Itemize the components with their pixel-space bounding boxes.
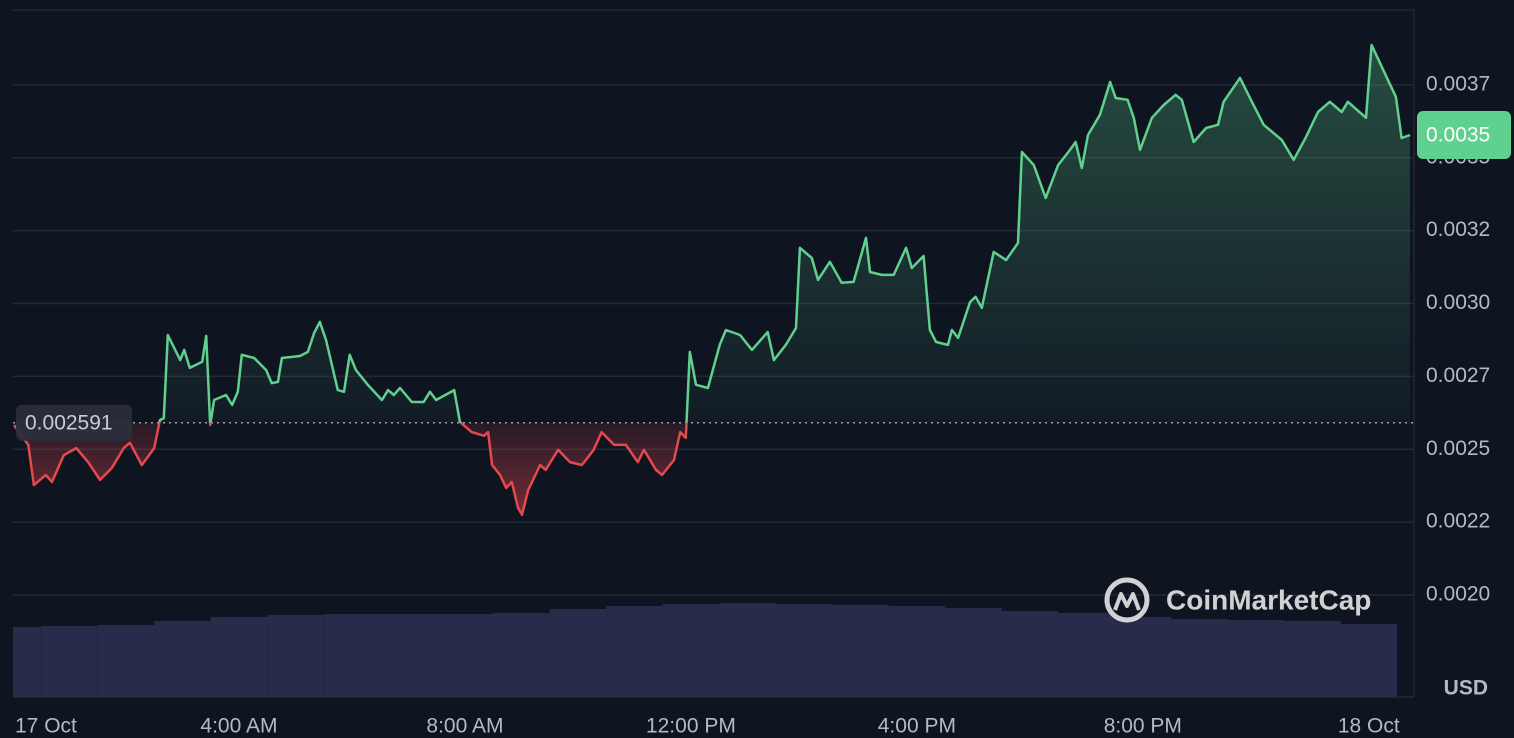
watermark-logo bbox=[1104, 577, 1150, 623]
volume-bar bbox=[97, 625, 155, 697]
y-tick-label: 0.0030 bbox=[1426, 291, 1490, 314]
volume-bar bbox=[1058, 613, 1115, 697]
volume-bar bbox=[436, 614, 494, 697]
volume-bar bbox=[210, 617, 268, 697]
current-price-label: 0.0035 bbox=[1426, 124, 1490, 147]
volume-layer bbox=[13, 603, 1398, 697]
x-tick-label: 4:00 AM bbox=[200, 715, 277, 738]
watermark-logo-mark bbox=[1113, 592, 1141, 611]
y-tick-label: 0.0037 bbox=[1426, 72, 1490, 95]
volume-bar bbox=[945, 608, 1002, 697]
volume-bar bbox=[1001, 611, 1059, 697]
volume-bar bbox=[606, 606, 663, 697]
volume-bar bbox=[832, 605, 889, 697]
volume-bar bbox=[549, 609, 607, 697]
x-tick-label: 18 Oct bbox=[1338, 715, 1400, 738]
volume-bar bbox=[13, 627, 42, 697]
currency-label: USD bbox=[1444, 677, 1488, 700]
y-tick-label: 0.0027 bbox=[1426, 364, 1490, 387]
y-tick-label: 0.0025 bbox=[1426, 437, 1490, 460]
label-layer: 0.0020 0.0022 0.0025 0.0027 0.0030 0.0032 0.00… bbox=[15, 72, 1511, 738]
volume-bar bbox=[1171, 619, 1228, 697]
volume-bar bbox=[1284, 621, 1341, 697]
current-price-box bbox=[1417, 111, 1511, 160]
y-tick-label: 0.0020 bbox=[1426, 583, 1490, 606]
x-tick-label: 12:00 PM bbox=[646, 715, 736, 738]
volume-bar bbox=[493, 613, 550, 697]
volume-bar bbox=[323, 614, 381, 697]
volume-bar bbox=[1340, 624, 1398, 697]
baseline-label: 0.002591 bbox=[25, 411, 113, 434]
volume-bar bbox=[1114, 617, 1172, 697]
price-line bbox=[13, 43, 1411, 517]
x-tick-label: 17 Oct bbox=[15, 715, 77, 738]
watermark: CoinMarketCap bbox=[1104, 577, 1371, 623]
x-tick-label: 8:00 AM bbox=[426, 715, 503, 738]
volume-bar bbox=[662, 604, 720, 697]
volume-bar bbox=[267, 615, 324, 697]
volume-bar bbox=[1227, 620, 1285, 697]
volume-bar bbox=[380, 614, 437, 697]
volume-bar bbox=[888, 606, 946, 697]
plot-layer bbox=[13, 43, 1414, 517]
x-tick-label: 4:00 PM bbox=[878, 715, 956, 738]
volume-bar bbox=[41, 626, 98, 697]
y-tick-label: 0.0022 bbox=[1426, 510, 1490, 533]
y-tick-label: 0.0032 bbox=[1426, 218, 1490, 241]
volume-bar bbox=[775, 604, 833, 697]
watermark-text: CoinMarketCap bbox=[1166, 584, 1371, 615]
baseline-label-box bbox=[16, 404, 132, 441]
volume-bar bbox=[719, 603, 776, 697]
volume-bar bbox=[154, 621, 211, 697]
x-tick-label: 8:00 PM bbox=[1104, 715, 1182, 738]
